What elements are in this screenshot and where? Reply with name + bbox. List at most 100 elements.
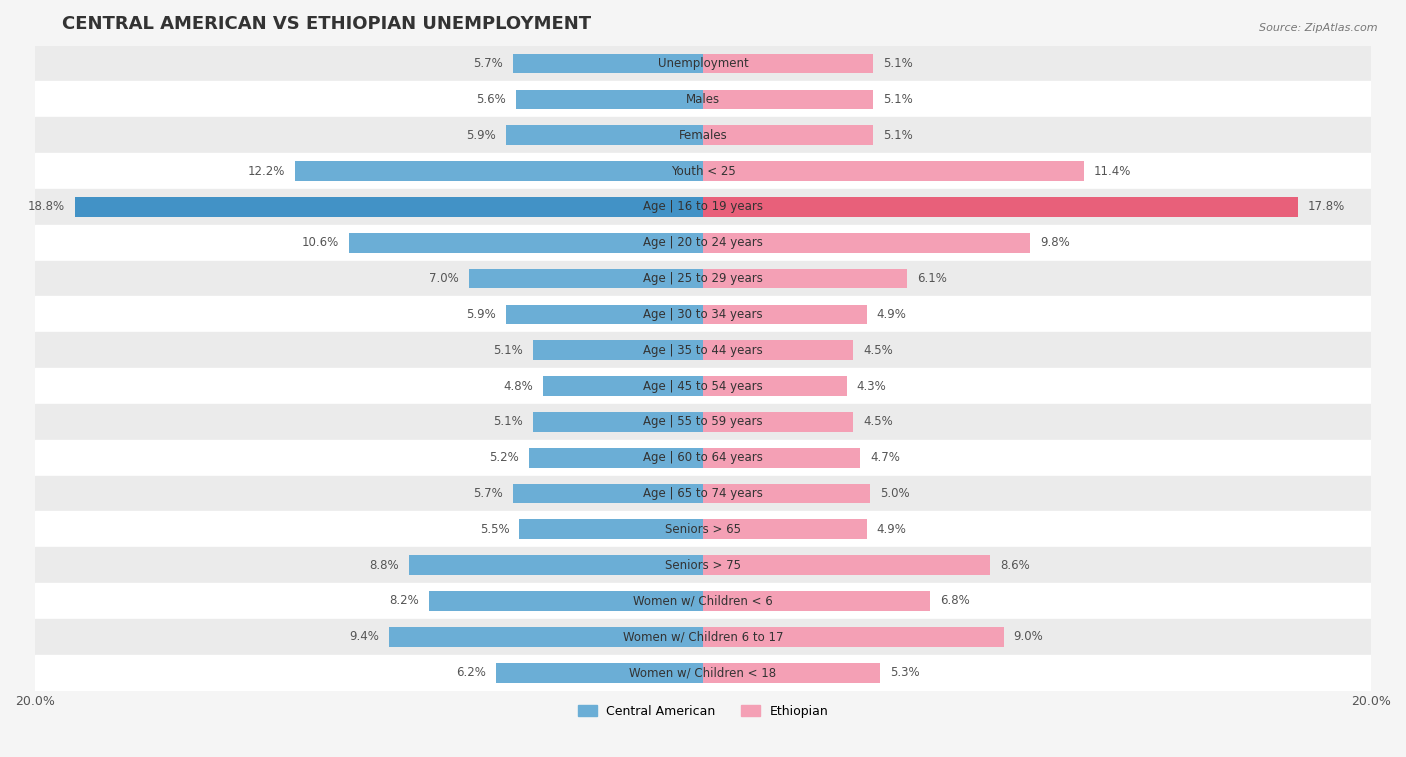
Bar (295, 161, 703, 181)
Bar (703, 591, 931, 611)
Text: 4.5%: 4.5% (863, 344, 893, 357)
Bar (703, 54, 873, 73)
Bar (703, 341, 853, 360)
Bar (543, 376, 703, 396)
Bar (35, 440, 1371, 475)
Text: 4.3%: 4.3% (856, 379, 886, 393)
Bar (429, 591, 703, 611)
Text: 9.4%: 9.4% (349, 631, 380, 643)
Text: Women w/ Children < 6: Women w/ Children < 6 (633, 594, 773, 608)
Text: Seniors > 65: Seniors > 65 (665, 523, 741, 536)
Bar (35, 619, 1371, 655)
Bar (703, 161, 1084, 181)
Bar (703, 89, 873, 109)
Text: 5.7%: 5.7% (472, 487, 502, 500)
Bar (389, 627, 703, 646)
Text: 4.8%: 4.8% (503, 379, 533, 393)
Text: 5.9%: 5.9% (467, 129, 496, 142)
Bar (35, 368, 1371, 404)
Text: 6.8%: 6.8% (941, 594, 970, 608)
Bar (703, 519, 866, 539)
Bar (506, 126, 703, 145)
Bar (519, 519, 703, 539)
Bar (703, 484, 870, 503)
Bar (35, 45, 1371, 82)
Text: 8.2%: 8.2% (389, 594, 419, 608)
Text: 5.1%: 5.1% (883, 57, 912, 70)
Text: 9.8%: 9.8% (1040, 236, 1070, 249)
Bar (75, 197, 703, 217)
Text: 4.9%: 4.9% (877, 523, 907, 536)
Text: CENTRAL AMERICAN VS ETHIOPIAN UNEMPLOYMENT: CENTRAL AMERICAN VS ETHIOPIAN UNEMPLOYME… (62, 15, 591, 33)
Bar (703, 197, 1298, 217)
Text: 11.4%: 11.4% (1094, 164, 1132, 178)
Bar (703, 304, 866, 324)
Bar (703, 556, 990, 575)
Text: Age | 35 to 44 years: Age | 35 to 44 years (643, 344, 763, 357)
Bar (35, 117, 1371, 153)
Text: 5.7%: 5.7% (472, 57, 502, 70)
Bar (35, 404, 1371, 440)
Text: 5.1%: 5.1% (883, 129, 912, 142)
Bar (35, 189, 1371, 225)
Text: Age | 55 to 59 years: Age | 55 to 59 years (643, 416, 763, 428)
Bar (35, 297, 1371, 332)
Text: Females: Females (679, 129, 727, 142)
Text: 5.2%: 5.2% (489, 451, 519, 464)
Bar (35, 512, 1371, 547)
Bar (513, 484, 703, 503)
Text: 8.8%: 8.8% (370, 559, 399, 572)
Bar (35, 475, 1371, 512)
Text: Youth < 25: Youth < 25 (671, 164, 735, 178)
Bar (506, 304, 703, 324)
Text: 10.6%: 10.6% (302, 236, 339, 249)
Bar (35, 547, 1371, 583)
Text: Age | 20 to 24 years: Age | 20 to 24 years (643, 236, 763, 249)
Text: 12.2%: 12.2% (247, 164, 285, 178)
Bar (529, 448, 703, 468)
Bar (35, 655, 1371, 690)
Text: Unemployment: Unemployment (658, 57, 748, 70)
Text: 9.0%: 9.0% (1014, 631, 1043, 643)
Text: Age | 65 to 74 years: Age | 65 to 74 years (643, 487, 763, 500)
Text: Age | 16 to 19 years: Age | 16 to 19 years (643, 201, 763, 213)
Text: 18.8%: 18.8% (28, 201, 65, 213)
Text: Women w/ Children 6 to 17: Women w/ Children 6 to 17 (623, 631, 783, 643)
Text: Source: ZipAtlas.com: Source: ZipAtlas.com (1260, 23, 1378, 33)
Text: 17.8%: 17.8% (1308, 201, 1346, 213)
Bar (703, 663, 880, 683)
Text: 5.3%: 5.3% (890, 666, 920, 679)
Text: 5.5%: 5.5% (479, 523, 509, 536)
Bar (516, 89, 703, 109)
Legend: Central American, Ethiopian: Central American, Ethiopian (572, 700, 834, 723)
Text: 5.1%: 5.1% (494, 416, 523, 428)
Bar (35, 225, 1371, 260)
Bar (703, 126, 873, 145)
Text: 5.1%: 5.1% (494, 344, 523, 357)
Bar (703, 448, 860, 468)
Bar (703, 412, 853, 431)
Text: 5.0%: 5.0% (880, 487, 910, 500)
Bar (349, 233, 703, 253)
Bar (35, 82, 1371, 117)
Text: 5.9%: 5.9% (467, 308, 496, 321)
Text: Women w/ Children < 18: Women w/ Children < 18 (630, 666, 776, 679)
Text: 4.7%: 4.7% (870, 451, 900, 464)
Text: Age | 60 to 64 years: Age | 60 to 64 years (643, 451, 763, 464)
Text: Age | 30 to 34 years: Age | 30 to 34 years (643, 308, 763, 321)
Bar (703, 627, 1004, 646)
Text: Males: Males (686, 93, 720, 106)
Bar (35, 260, 1371, 297)
Text: 7.0%: 7.0% (429, 272, 460, 285)
Bar (35, 583, 1371, 619)
Text: Seniors > 75: Seniors > 75 (665, 559, 741, 572)
Text: 6.2%: 6.2% (456, 666, 486, 679)
Bar (35, 153, 1371, 189)
Text: 5.1%: 5.1% (883, 93, 912, 106)
Text: Age | 25 to 29 years: Age | 25 to 29 years (643, 272, 763, 285)
Bar (533, 341, 703, 360)
Bar (513, 54, 703, 73)
Bar (35, 332, 1371, 368)
Bar (703, 269, 907, 288)
Text: 5.6%: 5.6% (477, 93, 506, 106)
